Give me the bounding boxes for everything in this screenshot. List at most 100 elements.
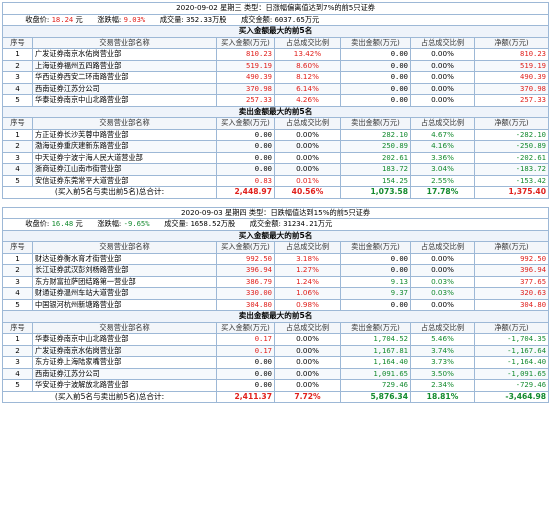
close-unit: 元 <box>75 219 83 229</box>
row-number: 5 <box>2 174 33 187</box>
buy-amount: 304.80 <box>216 298 275 311</box>
close-unit: 元 <box>75 14 83 24</box>
table-row: 4 西南证券江苏分公司 370.98 6.14% 0.00 0.00% 370.98 <box>2 82 550 95</box>
row-number: 4 <box>2 163 33 176</box>
buy-ratio: 0.00% <box>274 367 341 380</box>
sell-amount: 0.00 <box>340 71 411 84</box>
trade-summary: 收盘价: 18.24 元 涨跌幅: 9.03% 成交量: 352.33万股 成交… <box>1 13 550 26</box>
branch-name: 西南证券江苏分公司 <box>32 367 217 380</box>
sell-amount: 154.25 <box>340 174 411 187</box>
buy-ratio: 0.00% <box>274 344 341 357</box>
lhb-table-1: 2020-09-02 星期三 类型：日涨幅偏离值达到7%的前5只证券 收盘价: … <box>1 2 550 199</box>
sell-ratio: 0.00% <box>410 298 475 311</box>
amount-value: 6037.65万元 <box>274 14 320 24</box>
sell-ratio: 0.00% <box>410 252 475 265</box>
buy-amount: 0.00 <box>216 140 275 153</box>
total-net: -3,464.98 <box>473 390 550 403</box>
header-name: 交易营业部名称 <box>32 321 217 334</box>
table-row: 5 华安证券宁波解放北路营业部 0.00 0.00% 729.46 2.34% -729.4… <box>2 379 550 392</box>
net-amount: -1,091.65 <box>473 367 550 380</box>
total-label: (买入前5名与卖出前5名)总合计: <box>2 390 217 403</box>
row-number: 5 <box>2 298 33 311</box>
total-net: 1,375.40 <box>473 186 550 199</box>
header-sell: 卖出金额(万元) <box>340 241 411 254</box>
volume-label: 成交量: <box>164 219 189 229</box>
header-sell: 卖出金额(万元) <box>340 117 411 130</box>
branch-name: 华西证券西安二环南路营业部 <box>32 71 217 84</box>
buy-amount: 519.19 <box>216 59 275 72</box>
net-amount: 396.94 <box>473 264 550 277</box>
buy-ratio: 0.00% <box>274 333 341 346</box>
buy-amount: 0.17 <box>216 333 275 346</box>
header-sell-pct: 占总成交比例 <box>410 321 475 334</box>
header-buy: 买入金额(万元) <box>216 36 275 49</box>
branch-name: 广发证券南京水佑岗营业部 <box>32 48 217 61</box>
change-value: 9.03% <box>123 14 146 24</box>
sell-amount: 250.89 <box>340 140 411 153</box>
buy-ratio: 4.26% <box>274 94 341 107</box>
branch-name: 上海证券福州五四路营业部 <box>32 59 217 72</box>
branch-name: 方正证券长沙芙蓉中路营业部 <box>32 128 217 141</box>
net-amount: 257.33 <box>473 94 550 107</box>
sell-ratio: 0.00% <box>410 71 475 84</box>
sell-amount: 729.46 <box>340 379 411 392</box>
branch-name: 华泰证券南京中山北路营业部 <box>32 94 217 107</box>
net-amount: 304.80 <box>473 298 550 311</box>
table-row: 1 财达证券衡水育才街营业部 992.50 3.18% 0.00 0.00% 992.50 <box>2 252 550 265</box>
header-sell-pct: 占总成交比例 <box>410 241 475 254</box>
header-buy-pct: 占总成交比例 <box>274 36 341 49</box>
table-row: 3 华西证券西安二环南路营业部 490.39 8.12% 0.00 0.00% 490.39 <box>2 71 550 84</box>
sell-amount: 1,704.52 <box>340 333 411 346</box>
sell-rows-1: 1 方正证券长沙芙蓉中路营业部 0.00 0.00% 282.10 4.67% -282.1… <box>2 128 550 187</box>
buy-amount: 0.00 <box>216 379 275 392</box>
row-number: 2 <box>2 140 33 153</box>
lhb-table-2: 2020-09-03 星期四 类型：日跌幅值达到15%的前5只证券 收盘价: 1… <box>1 206 550 404</box>
sell-ratio: 4.16% <box>410 140 475 153</box>
buy-ratio: 8.12% <box>274 71 341 84</box>
net-amount: -1,704.35 <box>473 333 550 346</box>
sell-ratio: 3.50% <box>410 367 475 380</box>
table-row: 2 渤海证券重庆建新东路营业部 0.00 0.00% 250.89 4.16% -250.8… <box>2 140 550 153</box>
branch-name: 长江证券武汉彭刘杨路营业部 <box>32 264 217 277</box>
sell-amount: 0.00 <box>340 264 411 277</box>
table-row: 5 中国银河杭州新塘路营业部 304.80 0.98% 0.00 0.00% 304.80 <box>2 298 550 311</box>
branch-name: 财通证券温州车站大道营业部 <box>32 287 217 300</box>
sell-ratio: 2.34% <box>410 379 475 392</box>
buy-ratio: 0.98% <box>274 298 341 311</box>
net-amount: -202.61 <box>473 151 550 164</box>
branch-name: 东方财富拉萨团结路第一营业部 <box>32 275 217 288</box>
branch-name: 安信证券东莞常平大道营业部 <box>32 174 217 187</box>
buy-amount: 0.00 <box>216 163 275 176</box>
sell-ratio: 3.36% <box>410 151 475 164</box>
header-no: 序号 <box>2 36 33 49</box>
header-net: 净额(万元) <box>473 321 550 334</box>
header-sell-pct: 占总成交比例 <box>410 117 475 130</box>
header-name: 交易营业部名称 <box>32 36 217 49</box>
total-sell: 5,876.34 <box>340 390 411 403</box>
header-no: 序号 <box>2 241 33 254</box>
buy-ratio: 13.42% <box>274 48 341 61</box>
sell-ratio: 0.00% <box>410 59 475 72</box>
buy-amount: 386.79 <box>216 275 275 288</box>
header-buy: 买入金额(万元) <box>216 241 275 254</box>
sell-ratio: 0.00% <box>410 82 475 95</box>
buy-rows-1: 1 广发证券南京水佑岗营业部 810.23 13.42% 0.00 0.00% 810.23… <box>2 48 550 107</box>
header-name: 交易营业部名称 <box>32 117 217 130</box>
buy-ratio: 0.01% <box>274 174 341 187</box>
buy-ratio: 3.18% <box>274 252 341 265</box>
buy-amount: 0.00 <box>216 367 275 380</box>
total-buy: 2,411.37 <box>216 390 275 403</box>
sell-ratio: 3.04% <box>410 163 475 176</box>
total-label: (买入前5名与卖出前5名)总合计: <box>2 186 217 199</box>
net-amount: 490.39 <box>473 71 550 84</box>
sell-amount: 282.10 <box>340 128 411 141</box>
buy-amount: 992.50 <box>216 252 275 265</box>
header-net: 净额(万元) <box>473 241 550 254</box>
total-sell-pct: 17.78% <box>410 186 475 199</box>
total-sell-pct: 18.81% <box>410 390 475 403</box>
row-number: 3 <box>2 151 33 164</box>
buy-ratio: 0.00% <box>274 356 341 369</box>
net-amount: -1,164.40 <box>473 356 550 369</box>
header-sell: 卖出金额(万元) <box>340 321 411 334</box>
table-row: 1 华泰证券南京中山北路营业部 0.17 0.00% 1,704.52 5.46% -1,7… <box>2 333 550 346</box>
